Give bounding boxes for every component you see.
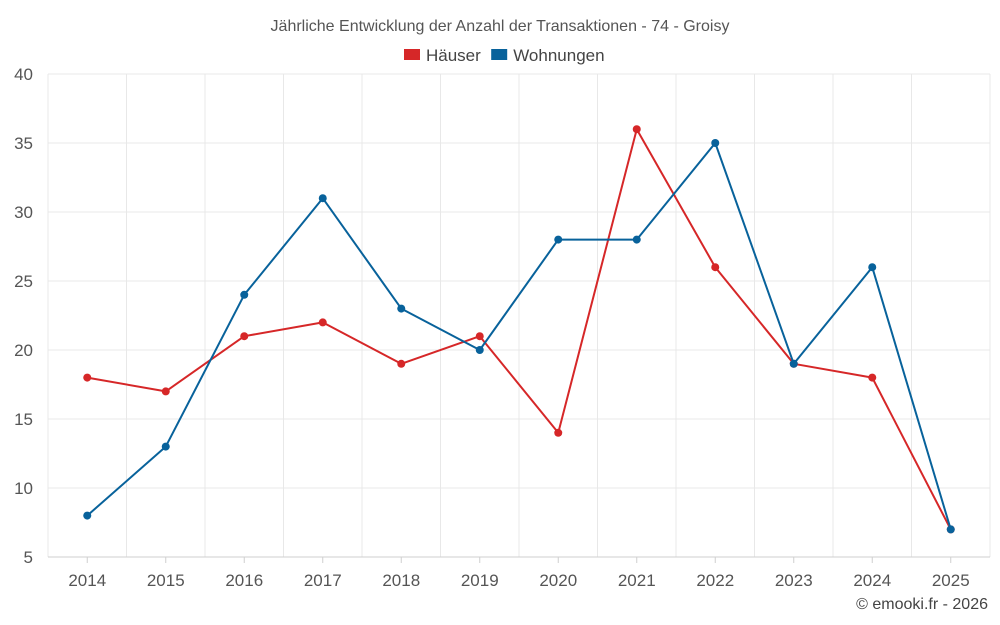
x-tick-label: 2025 (932, 571, 970, 590)
legend-label: Wohnungen (513, 46, 604, 65)
y-tick-label: 10 (14, 479, 33, 498)
legend-swatch (491, 49, 508, 60)
data-point[interactable] (318, 318, 327, 327)
y-tick-label: 20 (14, 341, 33, 360)
data-point[interactable] (240, 332, 249, 341)
x-tick-label: 2022 (696, 571, 734, 590)
data-point[interactable] (711, 263, 720, 272)
series-line (87, 128, 952, 530)
data-point[interactable] (161, 442, 170, 451)
data-point[interactable] (475, 346, 484, 354)
y-tick-label: 35 (14, 134, 33, 153)
data-point[interactable] (868, 373, 877, 382)
x-tick-label: 2018 (382, 571, 420, 590)
data-point[interactable] (397, 304, 406, 313)
y-tick-label: 5 (24, 548, 33, 567)
data-point[interactable] (711, 139, 720, 147)
x-tick-label: 2024 (853, 571, 891, 590)
chart-title: Jährliche Entwicklung der Anzahl der Tra… (271, 18, 730, 35)
legend: Häuser Wohnungen (404, 46, 605, 65)
x-tick-label: 2016 (225, 571, 263, 590)
data-point[interactable] (946, 525, 955, 534)
data-point[interactable] (789, 359, 798, 368)
y-tick-label: 15 (14, 410, 33, 429)
data-point[interactable] (83, 511, 92, 520)
x-tick-label: 2019 (461, 571, 499, 590)
legend-label: Häuser (426, 46, 481, 65)
data-point[interactable] (475, 332, 484, 341)
data-point[interactable] (83, 373, 92, 382)
y-tick-label: 40 (14, 65, 33, 84)
copyright-footer: © emooki.fr - 2026 (856, 596, 988, 613)
x-tick-label: 2014 (68, 571, 106, 590)
x-tick-label: 2021 (618, 571, 656, 590)
x-tick-label: 2020 (539, 571, 577, 590)
data-point[interactable] (318, 194, 327, 203)
x-tick-label: 2015 (147, 571, 185, 590)
grid (47, 73, 991, 557)
series-line (86, 142, 952, 530)
data-point[interactable] (554, 235, 563, 244)
y-tick-label: 30 (14, 203, 33, 222)
legend-item[interactable]: Häuser (404, 46, 481, 65)
data-point[interactable] (632, 125, 641, 134)
data-point[interactable] (240, 290, 249, 299)
legend-item[interactable]: Wohnungen (491, 46, 605, 65)
y-tick-label: 25 (14, 272, 33, 291)
data-point[interactable] (868, 263, 877, 272)
x-tick-label: 2017 (304, 571, 342, 590)
data-point[interactable] (554, 428, 563, 437)
data-point[interactable] (397, 359, 406, 368)
x-tick-label: 2023 (775, 571, 813, 590)
data-point[interactable] (161, 387, 170, 396)
legend-swatch (404, 49, 420, 60)
data-point[interactable] (632, 235, 641, 244)
series (83, 125, 955, 534)
series-wohnungen (83, 139, 955, 534)
